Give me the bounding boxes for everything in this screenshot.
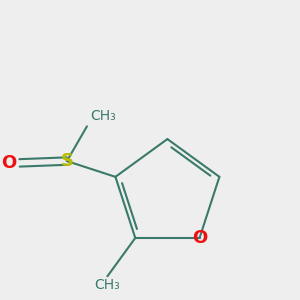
Text: O: O [192, 229, 207, 247]
Text: S: S [60, 152, 74, 170]
Text: CH₃: CH₃ [91, 109, 116, 123]
Text: CH₃: CH₃ [94, 278, 120, 292]
Text: O: O [1, 154, 16, 172]
